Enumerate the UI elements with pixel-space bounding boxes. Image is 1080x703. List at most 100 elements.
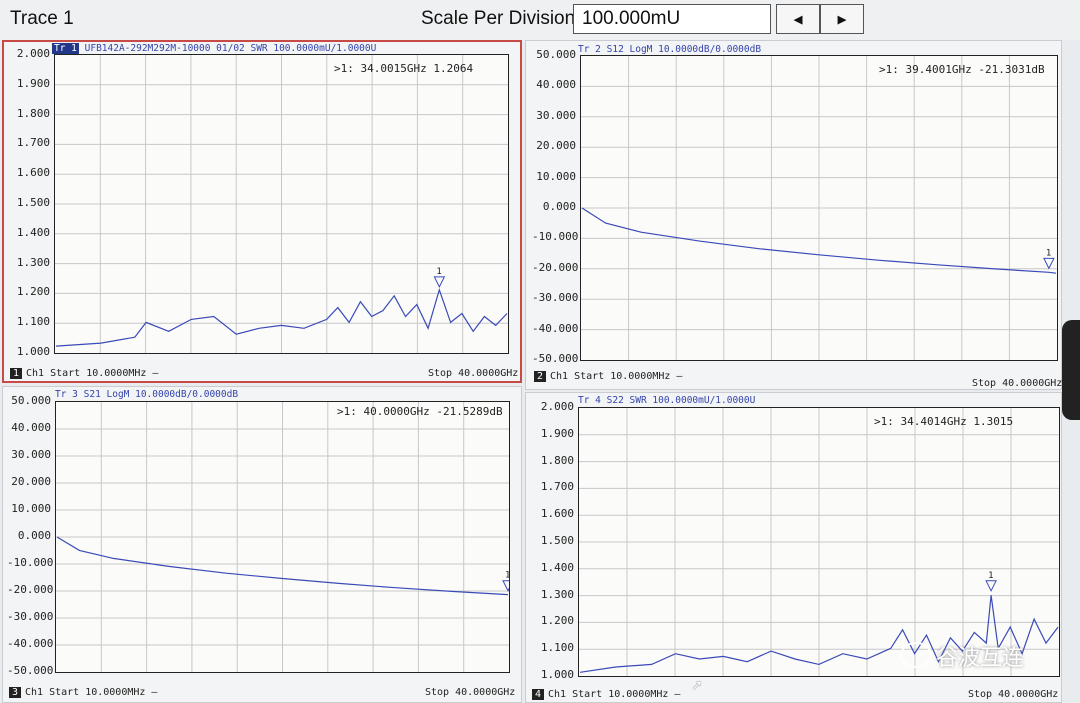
y-tick-label: 1.500 [540,534,574,547]
trace-tag: Tr 2 [578,44,601,55]
plot-area[interactable]: 1 [54,54,509,354]
trace-label: Tr 3 S21 LogM 10.0000dB/0.0000dB [55,389,238,400]
y-tick-label: 2.000 [16,47,50,60]
increase-scale-button[interactable]: ▶ [820,4,864,34]
y-tick-label: -30.000 [7,610,54,623]
y-tick-label: 0.000 [17,529,51,542]
plot-area[interactable]: 1 [55,401,510,673]
marker-1 [1043,257,1055,270]
marker-1-label: 1 [1046,248,1051,258]
trace-settings: UFB142A-292M292M-10000 01/02 SWR 100.000… [84,43,377,54]
mouse-cursor-icon: ➚ [692,676,702,695]
stop-frequency: Stop 40.0000GHz [968,689,1059,700]
start-frequency: Ch1 Start 10.0000MHz — [25,687,158,698]
trace-chart: 1 [581,56,1057,360]
channel-number-badge: 4 [532,689,544,700]
trace-panel-3[interactable]: Tr 3 S21 LogM 10.0000dB/0.0000dB 1 >1: 4… [2,386,522,703]
y-tick-label: 1.800 [540,453,574,467]
y-tick-label: 1.600 [16,166,50,180]
trace-line [579,595,1059,673]
y-tick-label: 10.000 [11,502,51,515]
trace-panel-1[interactable]: Tr 1 UFB142A-292M292M-10000 01/02 SWR 10… [2,40,522,383]
y-tick-label: 1.900 [540,426,574,440]
watermark: 谷波互连 [936,646,1025,671]
y-tick-label: -50.000 [7,664,54,677]
channel-number-badge: 2 [534,371,546,382]
channel-number-badge: 1 [10,368,22,379]
y-tick-label: -20.000 [532,260,579,274]
y-tick-label: -30.000 [532,291,579,305]
y-tick-label: 50.000 [11,394,51,407]
y-tick-label: 1.100 [16,315,50,329]
trace-chart: 1 [579,408,1059,676]
window-title: Trace 1 [10,8,74,29]
y-tick-label: 40.000 [11,421,51,434]
trace-settings: S21 LogM 10.0000dB/0.0000dB [83,389,239,400]
right-arrow-icon: ▶ [837,10,847,28]
scale-per-division-input[interactable]: 100.000mU [573,4,771,34]
trace-settings: S12 LogM 10.0000dB/0.0000dB [606,44,762,55]
y-tick-label: 1.000 [540,668,574,681]
side-panel-handle[interactable] [1062,320,1080,420]
marker-1 [985,580,997,592]
plot-area[interactable]: 1 [578,407,1060,677]
y-tick-label: 50.000 [536,48,576,61]
y-tick-label: 1.700 [540,480,574,494]
trace-panel-2[interactable]: Tr 2 S12 LogM 10.0000dB/0.0000dB 1 >1: 3… [525,40,1062,390]
stop-frequency: Stop 40.0000GHz [972,378,1063,389]
y-tick-label: 2.000 [540,400,574,413]
y-tick-label: 1.000 [16,345,50,358]
y-tick-label: 1.700 [16,136,50,150]
y-tick-label: 1.500 [16,196,50,209]
y-tick-label: 1.800 [16,106,50,120]
trace-settings: S22 SWR 100.0000mU/1.0000U [606,395,756,406]
marker-readout: >1: 34.4014GHz 1.3015 [874,415,1014,428]
channel-start-footer: 3 Ch1 Start 10.0000MHz — [9,687,157,698]
y-tick-label: 1.400 [16,225,50,239]
marker-readout: >1: 39.4001GHz -21.3031dB [879,63,1045,76]
stop-frequency: Stop 40.0000GHz [428,368,519,379]
trace-tag: Tr 4 [578,395,601,406]
y-tick-label: 40.000 [536,78,576,92]
y-tick-label: 1.200 [540,614,574,628]
channel-number-badge: 3 [9,687,21,698]
y-tick-label: -40.000 [532,321,579,335]
y-tick-label: -10.000 [7,556,54,569]
y-tick-label: 20.000 [536,139,576,153]
marker-1 [433,276,446,289]
trace-panel-4[interactable]: Tr 4 S22 SWR 100.0000mU/1.0000U 1 >1: 34… [525,392,1062,703]
y-tick-label: 20.000 [11,475,51,488]
decrease-scale-button[interactable]: ◀ [776,4,820,34]
y-tick-label: 10.000 [536,169,576,183]
start-frequency: Ch1 Start 10.0000MHz — [550,371,683,382]
plot-area[interactable]: 1 [580,55,1058,361]
trace-line [55,287,508,347]
toolbar: Trace 1 Scale Per Division 100.000mU ◀ ▶ [0,0,1080,40]
y-tick-label: -20.000 [7,583,54,596]
y-tick-label: 0.000 [542,200,576,213]
marker-1-label: 1 [505,571,509,581]
start-frequency: Ch1 Start 10.0000MHz — [26,368,159,379]
y-tick-label: -40.000 [7,637,54,650]
left-arrow-icon: ◀ [793,10,803,28]
y-tick-label: 1.300 [16,255,50,269]
marker-readout: >1: 40.0000GHz -21.5289dB [337,405,503,418]
y-tick-label: -50.000 [532,352,579,365]
y-tick-label: 1.300 [540,587,574,601]
trace-label: Tr 2 S12 LogM 10.0000dB/0.0000dB [578,44,761,55]
y-tick-label: 1.600 [540,507,574,521]
trace-chart: 1 [56,402,509,672]
trace-label: Tr 1 UFB142A-292M292M-10000 01/02 SWR 10… [52,43,376,54]
y-tick-label: 1.900 [16,76,50,90]
y-tick-label: 30.000 [11,448,51,461]
trace-tag: Tr 3 [55,389,78,400]
y-tick-label: 1.200 [16,285,50,299]
trace-line [56,536,509,596]
start-frequency: Ch1 Start 10.0000MHz — [548,689,681,700]
channel-start-footer: 2 Ch1 Start 10.0000MHz — [534,371,682,382]
y-tick-label: 1.100 [540,641,574,655]
trace-chart: 1 [55,55,508,353]
trace-line [581,207,1057,274]
stop-frequency: Stop 40.0000GHz [425,687,516,698]
channel-start-footer: 1 Ch1 Start 10.0000MHz — [10,368,158,379]
